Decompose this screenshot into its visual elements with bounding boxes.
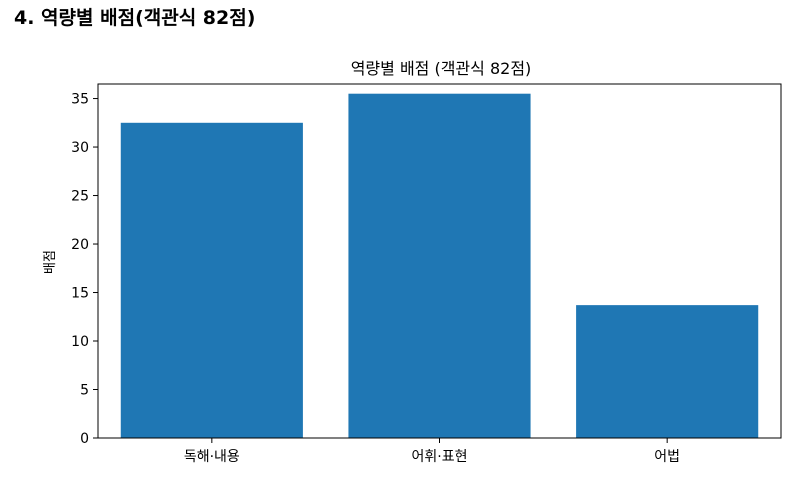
bar-2 bbox=[348, 93, 531, 438]
y-tick-label: 0 bbox=[80, 431, 89, 447]
x-tick-label: 독해·내용 bbox=[184, 449, 240, 465]
y-tick-label: 5 bbox=[80, 383, 89, 399]
plot-area: 0 5 10 15 20 25 30 35 독해·내용 어휘·표현 어법 bbox=[71, 83, 782, 465]
bar-3 bbox=[576, 305, 759, 438]
chart-title: 역량별 배점 (객관식 82점) bbox=[351, 59, 532, 78]
x-tick-label: 어법 bbox=[654, 449, 680, 465]
x-tick-label: 어휘·표현 bbox=[412, 449, 468, 465]
y-tick-label: 30 bbox=[71, 140, 89, 156]
bar-1 bbox=[120, 122, 303, 438]
y-axis-label: 배점 bbox=[43, 250, 58, 274]
y-tick-label: 35 bbox=[71, 92, 89, 108]
y-tick-label: 15 bbox=[71, 286, 89, 302]
y-tick-label: 10 bbox=[71, 334, 89, 350]
y-tick-label: 25 bbox=[71, 189, 89, 205]
y-tick-label: 20 bbox=[71, 237, 89, 253]
section-heading: 4. 역량별 배점(객관식 82점) bbox=[14, 7, 256, 29]
